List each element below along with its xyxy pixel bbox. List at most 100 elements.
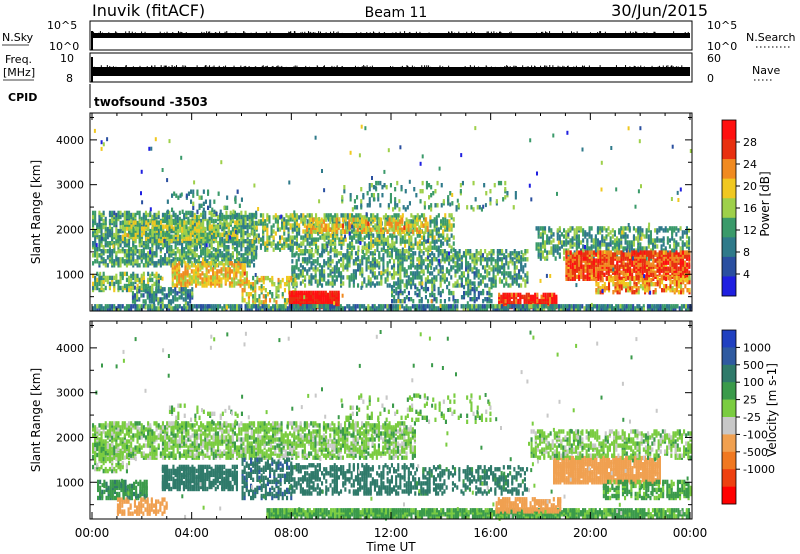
data-cell — [601, 226, 604, 231]
data-cell — [161, 243, 164, 248]
data-cell — [126, 238, 129, 243]
data-cell — [645, 234, 648, 239]
data-cell — [264, 288, 267, 293]
data-cell — [260, 284, 263, 289]
data-cell — [302, 213, 305, 218]
data-cell — [132, 228, 135, 233]
data-cell — [200, 251, 203, 256]
data-cell — [378, 233, 381, 238]
data-cell — [513, 261, 516, 266]
data-cell — [448, 219, 451, 224]
data-cell — [456, 299, 459, 304]
data-cell — [368, 217, 371, 222]
data-cell — [187, 236, 190, 241]
data-cell — [666, 240, 669, 245]
data-cell — [329, 269, 332, 274]
data-cell — [519, 292, 522, 298]
data-cell — [327, 273, 330, 278]
data-cell — [348, 217, 351, 222]
data-cell — [283, 288, 286, 293]
data-cell — [166, 228, 169, 234]
data-cell — [437, 233, 440, 238]
data-cell — [599, 258, 602, 263]
data-cell — [342, 253, 345, 258]
data-cell — [601, 270, 604, 275]
data-cell — [329, 255, 332, 260]
data-cell — [100, 281, 103, 287]
data-cell — [501, 279, 504, 284]
data-cell — [119, 224, 122, 230]
data-cell — [227, 214, 230, 220]
data-cell — [187, 230, 190, 235]
data-cell — [435, 227, 438, 232]
data-cell — [226, 273, 229, 278]
data-cell — [501, 271, 504, 276]
data-cell — [132, 249, 135, 254]
data-cell — [306, 233, 309, 238]
data-cell — [649, 234, 652, 239]
data-cell — [305, 290, 308, 296]
data-cell — [108, 228, 111, 234]
data-cell — [414, 251, 417, 256]
data-cell — [685, 234, 688, 239]
data-cell — [357, 251, 360, 256]
data-cell — [435, 215, 438, 220]
data-cell — [221, 212, 224, 218]
data-cell — [306, 219, 309, 224]
data-cell — [331, 215, 334, 220]
data-cell — [372, 239, 375, 244]
data-cell — [480, 290, 483, 296]
data-cell — [592, 250, 595, 255]
data-cell — [221, 236, 224, 242]
data-cell — [442, 229, 445, 234]
data-cell — [240, 241, 243, 246]
data-cell — [418, 275, 421, 280]
data-cell — [124, 228, 127, 233]
data-cell — [183, 224, 186, 229]
data-cell — [189, 245, 192, 250]
data-cell — [582, 228, 585, 233]
data-cell — [580, 240, 583, 245]
data-cell — [541, 232, 544, 237]
data-cell — [660, 238, 663, 243]
data-cell — [236, 243, 239, 248]
data-cell — [685, 230, 688, 235]
data-cell — [206, 232, 209, 237]
data-cell — [191, 249, 194, 254]
data-cell — [546, 254, 549, 259]
data-cell — [450, 227, 453, 232]
data-cell — [218, 269, 221, 274]
data-cell — [479, 279, 482, 284]
data-cell — [200, 222, 203, 227]
data-cell — [503, 283, 506, 288]
data-cell — [102, 232, 105, 238]
data-cell — [333, 290, 336, 296]
data-cell — [387, 219, 390, 224]
data-cell — [399, 273, 402, 278]
data-cell — [365, 261, 368, 266]
data-cell — [314, 290, 317, 296]
data-cell — [231, 269, 234, 274]
data-cell — [92, 261, 95, 266]
data-cell — [405, 255, 408, 260]
data-cell — [448, 227, 451, 232]
data-cell — [580, 258, 583, 263]
data-cell — [244, 257, 247, 262]
data-cell — [259, 219, 262, 224]
data-cell — [117, 243, 120, 248]
data-cell — [178, 265, 181, 270]
data-cell — [219, 253, 222, 258]
data-cell — [624, 232, 627, 237]
data-cell — [339, 223, 342, 228]
data-cell — [420, 255, 423, 260]
data-cell — [182, 297, 185, 302]
data-cell — [325, 223, 328, 228]
data-cell — [662, 236, 665, 241]
data-cell — [252, 294, 255, 299]
data-cell — [363, 241, 366, 246]
data-cell — [285, 237, 288, 242]
data-cell — [181, 255, 184, 260]
data-cell — [323, 269, 326, 274]
data-cell — [295, 251, 298, 256]
data-cell — [191, 238, 194, 243]
